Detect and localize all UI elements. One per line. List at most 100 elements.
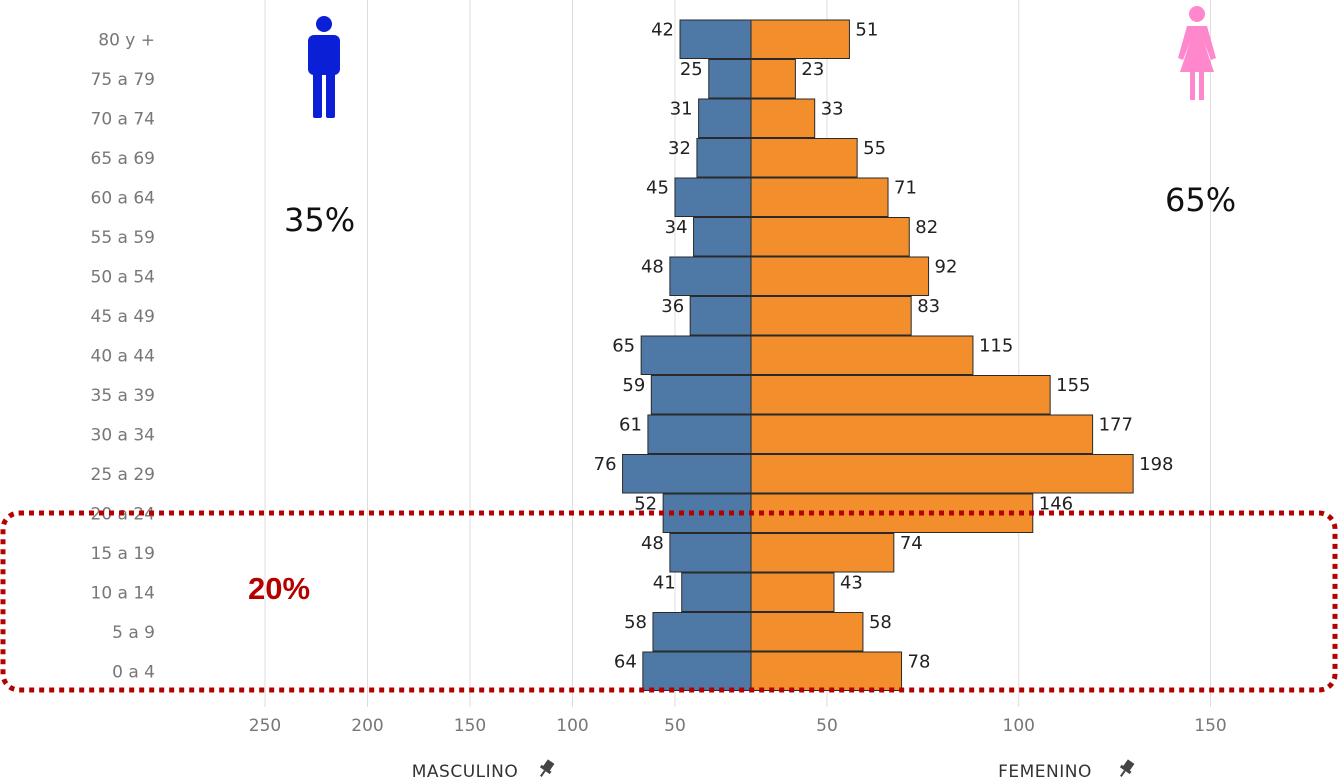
highlight-box [0, 510, 1338, 693]
bar-masculino[interactable] [622, 454, 752, 494]
bar-masculino[interactable] [681, 572, 752, 612]
bar-masculino[interactable] [669, 533, 752, 573]
value-label-femenino: 55 [863, 138, 886, 159]
value-label-masculino: 58 [624, 612, 647, 633]
value-label-femenino: 177 [1099, 414, 1133, 435]
bar-femenino[interactable] [750, 138, 858, 178]
value-label-femenino: 71 [894, 177, 917, 198]
value-label-masculino: 31 [670, 98, 693, 119]
bar-masculino[interactable] [689, 296, 752, 336]
bar-masculino[interactable] [693, 217, 752, 257]
highlight-percentage: 20% [248, 571, 310, 606]
bar-femenino[interactable] [750, 59, 796, 99]
category-label: 40 a 44 [91, 346, 156, 366]
tick-label-left: 250 [249, 716, 281, 736]
category-label: 0 a 4 [112, 662, 155, 682]
value-label-femenino: 155 [1056, 375, 1090, 396]
value-label-femenino: 83 [917, 296, 940, 317]
bar-masculino[interactable] [640, 335, 752, 375]
value-label-femenino: 58 [869, 612, 892, 633]
value-label-femenino: 74 [900, 533, 923, 554]
value-label-femenino: 92 [935, 256, 958, 277]
value-label-masculino: 64 [614, 651, 637, 672]
category-label: 15 a 19 [91, 544, 156, 564]
category-label: 65 a 69 [91, 149, 156, 169]
category-label: 60 a 64 [91, 188, 156, 208]
category-label: 70 a 74 [91, 109, 156, 129]
bars [622, 19, 1134, 691]
value-label-masculino: 25 [680, 59, 703, 80]
bar-masculino[interactable] [708, 59, 752, 99]
bar-masculino[interactable] [669, 256, 752, 296]
value-label-masculino: 52 [634, 493, 657, 514]
category-label: 75 a 79 [91, 70, 156, 90]
value-label-femenino: 146 [1039, 493, 1073, 514]
value-labels: 42 51 25 23 31 33 32 55 45 71 34 82 48 92 36 83 65 115 59 1… [594, 19, 1174, 672]
tick-label-left: 200 [351, 716, 383, 736]
value-label-masculino: 48 [641, 256, 664, 277]
value-label-femenino: 115 [979, 335, 1013, 356]
tick-label-left: 100 [556, 716, 588, 736]
category-label: 35 a 39 [91, 386, 156, 406]
tick-labels: 2502001501005050100150200250 [249, 716, 1227, 736]
value-label-masculino: 76 [594, 454, 617, 475]
value-label-masculino: 41 [653, 572, 676, 593]
tick-label-right: 150 [1194, 716, 1226, 736]
value-label-masculino: 45 [646, 177, 669, 198]
category-labels: 80 y + 75 a 79 70 a 74 65 a 69 60 a 64 55 a 5… [91, 30, 156, 682]
value-label-femenino: 23 [801, 59, 824, 80]
category-label: 50 a 54 [91, 267, 156, 287]
bar-masculino[interactable] [679, 19, 752, 59]
value-label-femenino: 82 [915, 217, 938, 238]
value-label-masculino: 34 [665, 217, 688, 238]
bar-femenino[interactable] [750, 612, 864, 652]
bar-femenino[interactable] [750, 19, 850, 59]
bar-femenino[interactable] [750, 98, 816, 138]
value-label-masculino: 59 [622, 375, 645, 396]
pin-icon[interactable] [536, 758, 556, 780]
tick-label-right: 100 [1003, 716, 1035, 736]
female-person-icon [1178, 6, 1216, 100]
bar-masculino[interactable] [696, 138, 752, 178]
bar-femenino[interactable] [750, 177, 889, 217]
bar-femenino[interactable] [750, 414, 1094, 454]
bar-masculino[interactable] [652, 612, 752, 652]
value-label-femenino: 43 [840, 572, 863, 593]
bar-femenino[interactable] [750, 375, 1051, 415]
bar-masculino[interactable] [662, 493, 752, 533]
bar-femenino[interactable] [750, 296, 912, 336]
category-label: 10 a 14 [91, 583, 156, 603]
bar-femenino[interactable] [750, 217, 910, 257]
bar-masculino[interactable] [698, 98, 752, 138]
bar-masculino[interactable] [647, 414, 752, 454]
axis-title-femenino: FEMENINO [998, 762, 1092, 781]
category-label: 25 a 29 [91, 465, 156, 485]
value-label-femenino: 78 [908, 651, 931, 672]
bar-femenino[interactable] [750, 256, 930, 296]
female-percentage: 65% [1165, 181, 1236, 219]
value-label-femenino: 33 [821, 98, 844, 119]
tick-label-right: 50 [816, 716, 838, 736]
male-percentage: 35% [284, 201, 355, 239]
pin-icon[interactable] [1116, 758, 1136, 780]
bar-masculino[interactable] [650, 375, 752, 415]
tick-label-left: 50 [664, 716, 686, 736]
bar-femenino[interactable] [750, 651, 903, 691]
category-label: 30 a 34 [91, 425, 156, 445]
bar-masculino[interactable] [642, 651, 752, 691]
value-label-masculino: 65 [612, 335, 635, 356]
bar-femenino[interactable] [750, 533, 895, 573]
category-label: 5 a 9 [112, 623, 155, 643]
bar-femenino[interactable] [750, 454, 1134, 494]
category-label: 45 a 49 [91, 307, 156, 327]
value-label-masculino: 61 [619, 414, 642, 435]
value-label-masculino: 36 [661, 296, 684, 317]
tick-label-left: 150 [454, 716, 486, 736]
value-label-femenino: 51 [855, 19, 878, 40]
value-label-femenino: 198 [1139, 454, 1173, 475]
bar-masculino[interactable] [674, 177, 752, 217]
bar-femenino[interactable] [750, 335, 974, 375]
value-label-masculino: 42 [651, 19, 674, 40]
bar-femenino[interactable] [750, 572, 835, 612]
